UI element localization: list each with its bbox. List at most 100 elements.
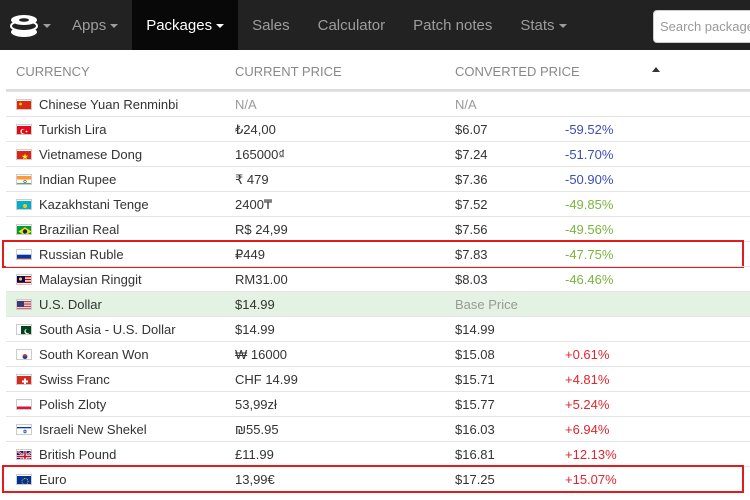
converted-price: $7.52 [455,197,488,212]
flag-vn-icon [16,149,32,160]
table-row: U.S. Dollar $14.99 Base Price [6,291,750,316]
chevron-down-icon [558,24,567,28]
flag-ru-icon [16,249,32,260]
nav-item-label: Sales [252,16,290,34]
currency-name[interactable]: Brazilian Real [39,222,120,237]
column-header-current-price[interactable]: CURRENT PRICE [235,64,342,79]
table-header: CURRENCY CURRENT PRICE CONVERTED PRICE [6,50,750,91]
nav-item-calculator[interactable]: Calculator [304,0,400,50]
flag-eu-icon [16,474,32,485]
current-price: 53,99zł [235,397,277,412]
table-row: Turkish Lira ₺24,00 $6.07 -59.52% [6,116,750,141]
sort-ascending-icon[interactable] [652,67,660,72]
converted-price: $15.08 [455,347,495,362]
currency-name[interactable]: Israeli New Shekel [39,422,147,437]
currency-name[interactable]: Turkish Lira [39,122,107,137]
current-price: 13,99€ [235,472,275,487]
column-header-converted-price[interactable]: CONVERTED PRICE [455,64,580,79]
converted-price: $7.24 [455,147,488,162]
table-row: Euro 13,99€ $17.25 +15.07% [2,465,750,493]
chevron-down-icon [110,24,119,28]
currency-price-table: CURRENCY CURRENT PRICE CONVERTED PRICE C… [2,50,750,493]
current-price: 2400₸ [235,197,273,212]
table-row: British Pound £11.99 $16.81 +12.13% [6,441,750,466]
converted-price: $15.77 [455,397,495,412]
coin-stack-icon [10,15,38,37]
flag-us-icon [16,299,32,310]
currency-name[interactable]: Swiss Franc [39,372,110,387]
nav-item-apps[interactable]: Apps [58,0,132,50]
current-price: £11.99 [235,447,274,462]
price-difference: -47.75% [565,247,614,262]
current-price: ₺24,00 [235,122,276,137]
price-difference: -51.70% [565,147,614,162]
flag-pk-icon [16,324,32,335]
table-row: South Korean Won ₩ 16000 $15.08 +0.61% [6,341,750,366]
converted-price: $7.83 [455,247,488,262]
table-row: Brazilian Real R$ 24,99 $7.56 -49.56% [6,216,750,241]
nav-item-label: Packages [146,16,213,34]
currency-name[interactable]: Malaysian Ringgit [39,272,142,287]
current-price: ₩ 16000 [235,347,288,362]
table-row: Israeli New Shekel ₪55.95 $16.03 +6.94% [6,416,750,441]
flag-br-icon [16,224,32,235]
nav-menu: Apps Packages Sales Calculator Patch notes St… [58,0,581,50]
flag-pl-icon [16,399,32,410]
flag-my-icon [16,274,32,285]
nav-item-packages[interactable]: Packages [132,0,239,50]
flag-ch-icon [16,374,32,385]
currency-name[interactable]: Euro [39,472,67,487]
currency-name[interactable]: Vietnamese Dong [39,147,143,162]
table-row: Russian Ruble ₽449 $7.83 -47.75% [2,240,750,268]
converted-price: $14.99 [455,322,495,337]
currency-name[interactable]: South Asia - U.S. Dollar [39,322,176,337]
converted-price: N/A [455,97,477,112]
currency-name[interactable]: Russian Ruble [39,247,124,262]
column-header-currency[interactable]: CURRENCY [16,64,90,79]
converted-price: $6.07 [455,122,488,137]
currency-name[interactable]: Indian Rupee [39,172,117,187]
nav-item-sales[interactable]: Sales [238,0,304,50]
nav-item-label: Apps [72,16,107,34]
nav-item-stats[interactable]: Stats [506,0,580,50]
price-difference: -46.46% [565,272,614,287]
search-input[interactable] [653,10,750,43]
table-body: Chinese Yuan Renminbi N/A N/A Turkish Lira ₺… [2,91,750,493]
price-difference: +15.07% [565,472,617,487]
currency-name[interactable]: U.S. Dollar [39,297,102,312]
chevron-down-icon [43,24,51,28]
flag-kz-icon [16,199,32,210]
logo-menu-button[interactable] [0,0,58,50]
table-row: Malaysian Ringgit RM31.00 $8.03 -46.46% [6,266,750,291]
current-price: ₪55.95 [235,422,279,437]
flag-tr-icon [16,124,32,135]
current-price: $14.99 [235,322,275,337]
flag-gb-icon [16,449,32,460]
currency-name[interactable]: South Korean Won [39,347,149,362]
current-price: N/A [235,97,257,112]
table-row: Kazakhstani Tenge 2400₸ $7.52 -49.85% [6,191,750,216]
currency-name[interactable]: British Pound [39,447,117,462]
flag-il-icon [16,424,32,435]
table-row: Indian Rupee ₹ 479 $7.36 -50.90% [6,166,750,191]
currency-name[interactable]: Polish Zloty [39,397,107,412]
flag-kr-icon [16,349,32,360]
flag-in-icon [16,174,32,185]
price-difference: +6.94% [565,422,610,437]
price-difference: -50.90% [565,172,614,187]
table-row: Vietnamese Dong 165000₫ $7.24 -51.70% [6,141,750,166]
nav-item-label: Calculator [317,16,386,34]
nav-item-patch-notes[interactable]: Patch notes [399,0,506,50]
chevron-down-icon [216,24,225,28]
current-price: RM31.00 [235,272,288,287]
price-difference: -49.85% [565,197,614,212]
price-difference: +0.61% [565,347,610,362]
current-price: R$ 24,99 [235,222,288,237]
currency-name[interactable]: Kazakhstani Tenge [39,197,149,212]
converted-price: $16.03 [455,422,495,437]
table-row: Polish Zloty 53,99zł $15.77 +5.24% [6,391,750,416]
currency-name[interactable]: Chinese Yuan Renminbi [39,97,179,112]
converted-price: $17.25 [455,472,495,487]
converted-price: $15.71 [455,372,495,387]
converted-price: $16.81 [455,447,495,462]
